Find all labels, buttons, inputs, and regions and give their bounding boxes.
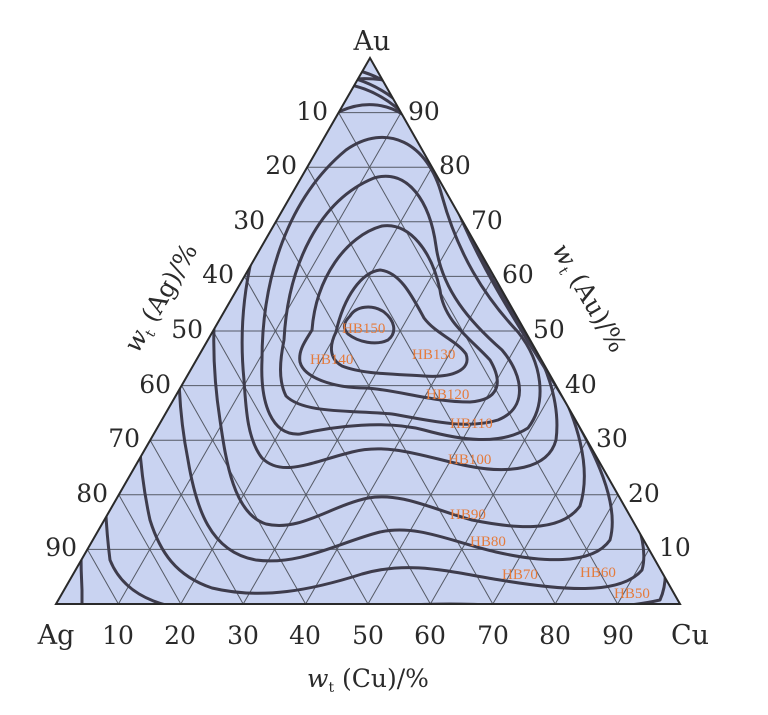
contour-hb130	[298, 224, 499, 404]
au-tick-label: 50	[533, 315, 565, 344]
hardness-label-hb60: HB60	[580, 565, 616, 581]
cu-tick-labels: 10 20 30 40 50 60 70 80 90	[102, 621, 634, 650]
ag-tick-label: 60	[139, 370, 171, 399]
cu-tick-label: 30	[227, 621, 259, 650]
cu-axis-symbol: w	[307, 664, 328, 693]
hardness-label-hb80: HB80	[470, 534, 506, 550]
au-tick-label: 40	[565, 370, 597, 399]
hardness-label-hb150: HB150	[342, 321, 385, 337]
ag-tick-label: 10	[296, 97, 328, 126]
hardness-label-hb140: HB140	[310, 352, 353, 368]
cu-tick-label: 20	[164, 621, 196, 650]
grid-line-cu	[117, 112, 402, 605]
contour-hb120	[279, 174, 521, 426]
au-tick-label: 60	[502, 260, 534, 289]
vertex-label-ag: Ag	[37, 620, 75, 651]
au-axis-rest: (Au)/%	[560, 262, 632, 358]
vertex-label-au: Au	[353, 26, 391, 57]
vertex-label-cu: Cu	[671, 620, 709, 651]
cu-tick-label: 40	[289, 621, 321, 650]
contour-hb150	[342, 305, 396, 345]
hardness-label-hb50: HB50	[614, 586, 650, 602]
grid-line-ag	[149, 439, 244, 605]
cu-tick-label: 90	[602, 621, 634, 650]
ag-tick-label: 20	[265, 151, 297, 180]
ag-tick-labels: 10 20 30 40 50 60 70 80 90	[45, 97, 328, 562]
ag-tick-label: 80	[76, 479, 108, 508]
ag-tick-label: 40	[202, 260, 234, 289]
au-tick-label: 20	[628, 479, 660, 508]
ag-tick-label: 30	[233, 206, 265, 235]
au-tick-label: 90	[408, 97, 440, 126]
cu-tick-label: 50	[352, 621, 384, 650]
hardness-label-hb100: HB100	[448, 452, 491, 468]
cu-tick-label: 80	[539, 621, 571, 650]
ag-tick-label: 90	[45, 533, 77, 562]
au-tick-label: 30	[596, 424, 628, 453]
grid-line-cu	[492, 439, 588, 605]
au-tick-label: 10	[659, 533, 691, 562]
ag-tick-label: 50	[171, 315, 203, 344]
hardness-label-hb120: HB120	[426, 387, 469, 403]
cu-tick-label: 70	[477, 621, 509, 650]
grid-line-ag	[338, 112, 619, 605]
contour-hb140	[330, 268, 469, 378]
hardness-label-hb70: HB70	[502, 567, 538, 583]
hardness-labels: HB150 HB140 HB130 HB120 HB110 HB100 HB90…	[310, 321, 650, 602]
cu-axis-rest: (Cu)/%	[334, 664, 429, 693]
cu-axis-title: wt (Cu)/%	[307, 664, 429, 696]
grid-line-cu	[367, 330, 526, 605]
grid-line-ag	[86, 549, 119, 605]
hardness-label-hb130: HB130	[412, 347, 455, 363]
au-tick-labels: 90 80 70 60 50 40 30 20 10	[408, 97, 691, 562]
triangle-outline	[54, 55, 682, 605]
cu-tick-label: 60	[414, 621, 446, 650]
cu-axis-subscript: t	[328, 680, 334, 696]
au-tick-label: 80	[439, 151, 471, 180]
cu-tick-label: 10	[102, 621, 134, 650]
contour-hb110	[260, 135, 542, 442]
grid-lines	[86, 112, 650, 605]
ag-tick-label: 70	[108, 424, 140, 453]
hardness-label-hb90: HB90	[450, 507, 486, 523]
au-tick-label: 70	[471, 206, 503, 235]
hardness-label-hb110: HB110	[450, 416, 493, 432]
